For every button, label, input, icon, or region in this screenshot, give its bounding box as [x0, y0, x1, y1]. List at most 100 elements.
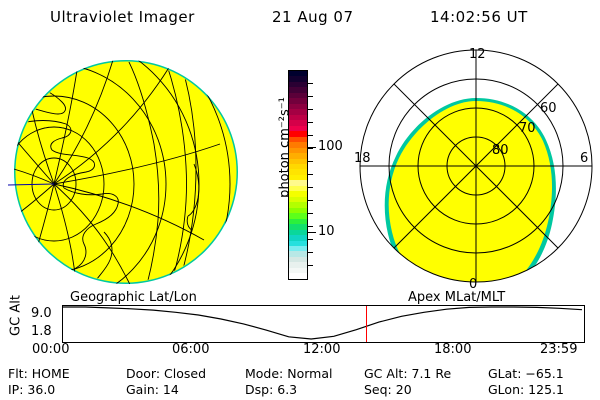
colorbar-minor-tick [307, 122, 313, 123]
colorbar-major-tick [307, 232, 316, 233]
mlt-label-6: 6 [580, 151, 588, 166]
status-bar: Flt: HOME IP: 36.0 Door: Closed Gain: 14… [0, 366, 600, 400]
disk-fill [15, 61, 237, 283]
observation-date: 21 Aug 07 [272, 8, 354, 26]
status-column-geocentric: GC Alt: 7.1 Re Seq: 20 [364, 366, 451, 398]
colorbar-band [289, 185, 307, 192]
strip-title-left: Geographic Lat/Lon [70, 290, 197, 305]
coastline-group [16, 62, 200, 282]
mlt-label-0: 0 [469, 277, 477, 292]
colorbar-band [289, 136, 307, 143]
app-header: Ultraviolet Imager 21 Aug 07 14:02:56 UT [0, 6, 600, 30]
apex-polar-panel: 12 6 0 18 60 70 80 [352, 40, 600, 296]
colorbar-minor-tick [307, 109, 313, 110]
colorbar-band [289, 125, 307, 132]
strip-xtick-label: 00:00 [32, 342, 70, 357]
colorbar-band [289, 213, 307, 219]
colorbar-band [289, 98, 307, 104]
strip-xtick-label: 12:00 [303, 342, 341, 357]
strip-ytick-low: 1.8 [31, 324, 52, 339]
colorbar-band [289, 131, 307, 137]
colorbar-band [289, 153, 307, 159]
apex-polar-image: 12 6 0 18 60 70 80 [354, 47, 593, 292]
status-mode: Mode: Normal [245, 366, 333, 381]
colorbar-band [289, 246, 307, 252]
colorbar-band [289, 147, 307, 154]
mlt-label-18: 18 [354, 151, 371, 166]
time-cursor [366, 306, 368, 342]
colorbar-band [289, 251, 307, 257]
colorbar-band [289, 174, 307, 181]
colorbar-band [289, 120, 307, 126]
status-glon: GLon: 125.1 [488, 382, 564, 397]
strip-xtick-label: 23:59 [540, 342, 578, 357]
colorbar-minor-tick [307, 135, 313, 136]
colorbar-minor-tick [307, 83, 313, 84]
colorbar-band [289, 273, 307, 279]
strip-xtick-label: 18:00 [434, 342, 472, 357]
colorbar-band [289, 196, 307, 203]
status-column-geocoords: GLat: −65.1 GLon: 125.1 [488, 366, 564, 398]
status-dsp: Dsp: 6.3 [245, 382, 298, 397]
status-glat: GLat: −65.1 [488, 366, 564, 381]
colorbar-minor-tick [307, 187, 313, 188]
mlat-label-80: 80 [492, 143, 509, 158]
ground-track-line [8, 183, 55, 186]
strip-ytick-high: 9.0 [31, 306, 52, 321]
strip-plot-area[interactable] [62, 305, 585, 343]
colorbar-band [289, 163, 307, 170]
colorbar-band [289, 169, 307, 175]
colorbar-tick-label: 100 [318, 139, 343, 154]
colorbar-minor-tick [307, 265, 313, 266]
colorbar-minor-tick [307, 226, 313, 227]
oval-fill [388, 101, 552, 282]
colorbar-band [289, 235, 307, 241]
geographic-globe-image [8, 60, 238, 284]
status-column-mode: Mode: Normal Dsp: 6.3 [245, 366, 332, 398]
status-ip: IP: 36.0 [8, 382, 56, 397]
strip-y-axis-label: GC Alt [8, 295, 24, 336]
colorbar-band [289, 87, 307, 93]
colorbar-panel: photon cm⁻²s⁻¹ 100 10 [256, 44, 352, 296]
colorbar-band [289, 76, 307, 82]
colorbar-band [289, 103, 307, 110]
colorbar-band [289, 81, 307, 88]
status-column-door: Door: Closed Gain: 14 [126, 366, 206, 398]
colorbar-band [289, 267, 307, 274]
status-flight: Flt: HOME [8, 366, 70, 381]
status-gain: Gain: 14 [126, 382, 179, 397]
colorbar-band [289, 224, 307, 230]
mlt-spokes [360, 50, 592, 282]
mlt-label-12: 12 [469, 47, 486, 62]
colorbar-major-tick [307, 147, 316, 148]
colorbar-band [289, 191, 307, 197]
altitude-strip-chart: GC Alt 9.0 1.8 Geographic Lat/Lon Apex M… [0, 290, 600, 358]
colorbar-minor-tick [307, 200, 313, 201]
colorbar-band [289, 142, 307, 148]
colorbar-minor-tick [307, 239, 313, 240]
colorbar-band [289, 158, 307, 164]
colorbar-band [289, 207, 307, 214]
colorbar-band [289, 218, 307, 225]
status-column-flight: Flt: HOME IP: 36.0 [8, 366, 70, 398]
colorbar-band [289, 71, 307, 77]
altitude-trace [63, 306, 582, 340]
colorbar-minor-tick [307, 148, 313, 149]
status-gc-alt: GC Alt: 7.1 Re [364, 366, 452, 381]
colorbar-tick-label: 10 [318, 224, 335, 239]
strip-title-right: Apex MLat/MLT [408, 290, 506, 305]
strip-xtick-label: 06:00 [172, 342, 210, 357]
colorbar-minor-tick [307, 96, 313, 97]
colorbar-band [289, 92, 307, 99]
mlat-label-60: 60 [540, 101, 557, 116]
mlat-label-70: 70 [519, 121, 536, 136]
colorbar-band [289, 229, 307, 236]
colorbar-band [289, 202, 307, 208]
observation-time: 14:02:56 UT [430, 8, 528, 26]
colorbar-minor-tick [307, 174, 313, 175]
colorbar-minor-tick [307, 252, 313, 253]
geographic-globe-panel [8, 44, 258, 296]
colorbar-minor-tick [307, 213, 313, 214]
colorbar-band [289, 109, 307, 115]
colorbar-band [289, 256, 307, 263]
